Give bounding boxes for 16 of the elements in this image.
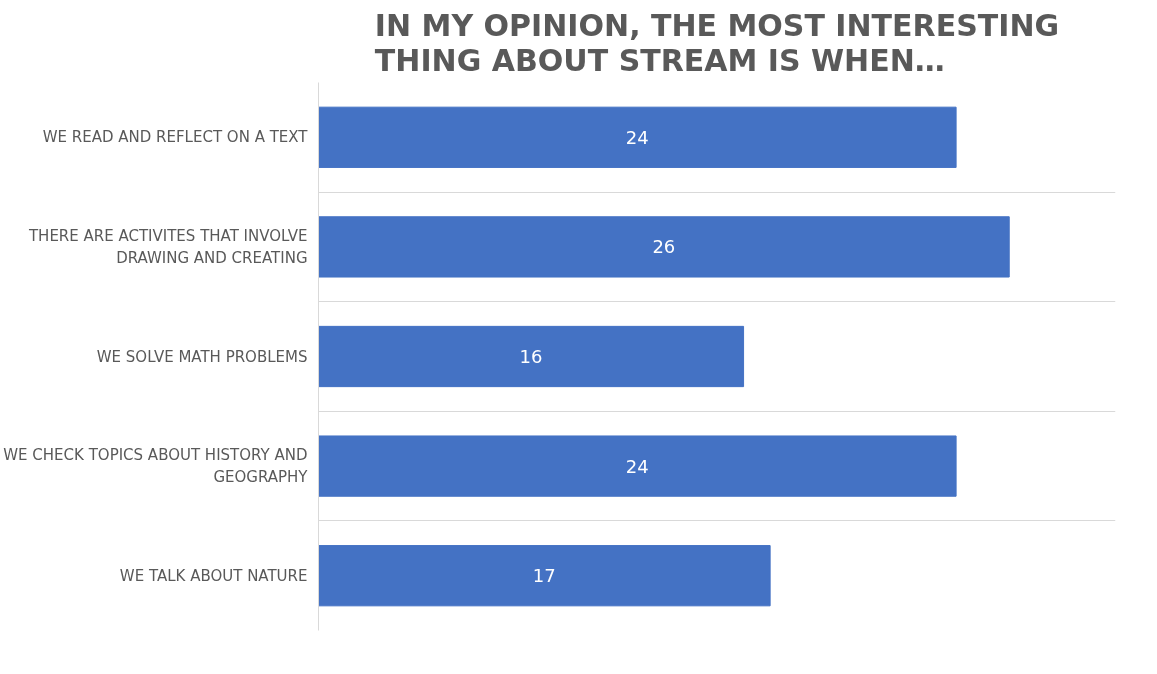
bar <box>318 435 957 497</box>
bar <box>318 106 957 168</box>
data-label: 24 <box>625 126 649 148</box>
y-tick-label: WE SOLVE MATH PROBLEMS <box>96 347 308 366</box>
data-label: 17 <box>532 565 556 587</box>
bar <box>318 325 745 388</box>
bar <box>318 216 1010 278</box>
y-tick-label: WE TALK ABOUT NATURE <box>119 566 308 585</box>
y-tick-label: WE READ AND REFLECT ON A TEXT <box>42 128 309 147</box>
data-label: 26 <box>652 236 676 258</box>
chart-title: IN MY OPINION, THE MOST INTERESTING THING ABOUT STREAM IS WHEN… <box>374 7 1060 78</box>
y-tick-label: THERE ARE ACTIVITES THAT INVOLVE DRAWING AND CREATING <box>27 227 308 267</box>
bar <box>318 545 771 607</box>
data-label: 24 <box>625 455 649 477</box>
y-tick-label: WE CHECK TOPICS ABOUT HISTORY AND GEOGRAPHY <box>3 446 309 486</box>
data-label: 16 <box>519 346 543 367</box>
